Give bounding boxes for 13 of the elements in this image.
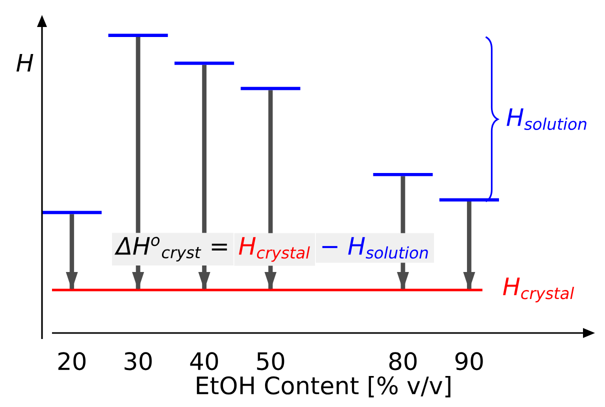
y-axis-title: H [16,54,34,72]
x-tick-label: 40 [190,352,218,370]
x-tick-label: 50 [257,352,284,370]
x-tick-label: 90 [455,352,483,370]
annotation: − H$_{solution}$ [322,237,428,259]
x-tick-label: 30 [124,352,152,370]
annotation: H$_{crystal}$ [238,237,310,262]
ref-line-label: H$_{crystal}$ [503,278,574,302]
x-tick-label: 20 [58,352,86,370]
annotation: ΔH$^{o}$$_{cryst}$ = [114,236,227,262]
text: H$_{solution}$ [506,108,586,130]
x-tick-label: 80 [389,352,417,370]
x-axis-title: EtOH Content [% v/v] [196,376,450,398]
